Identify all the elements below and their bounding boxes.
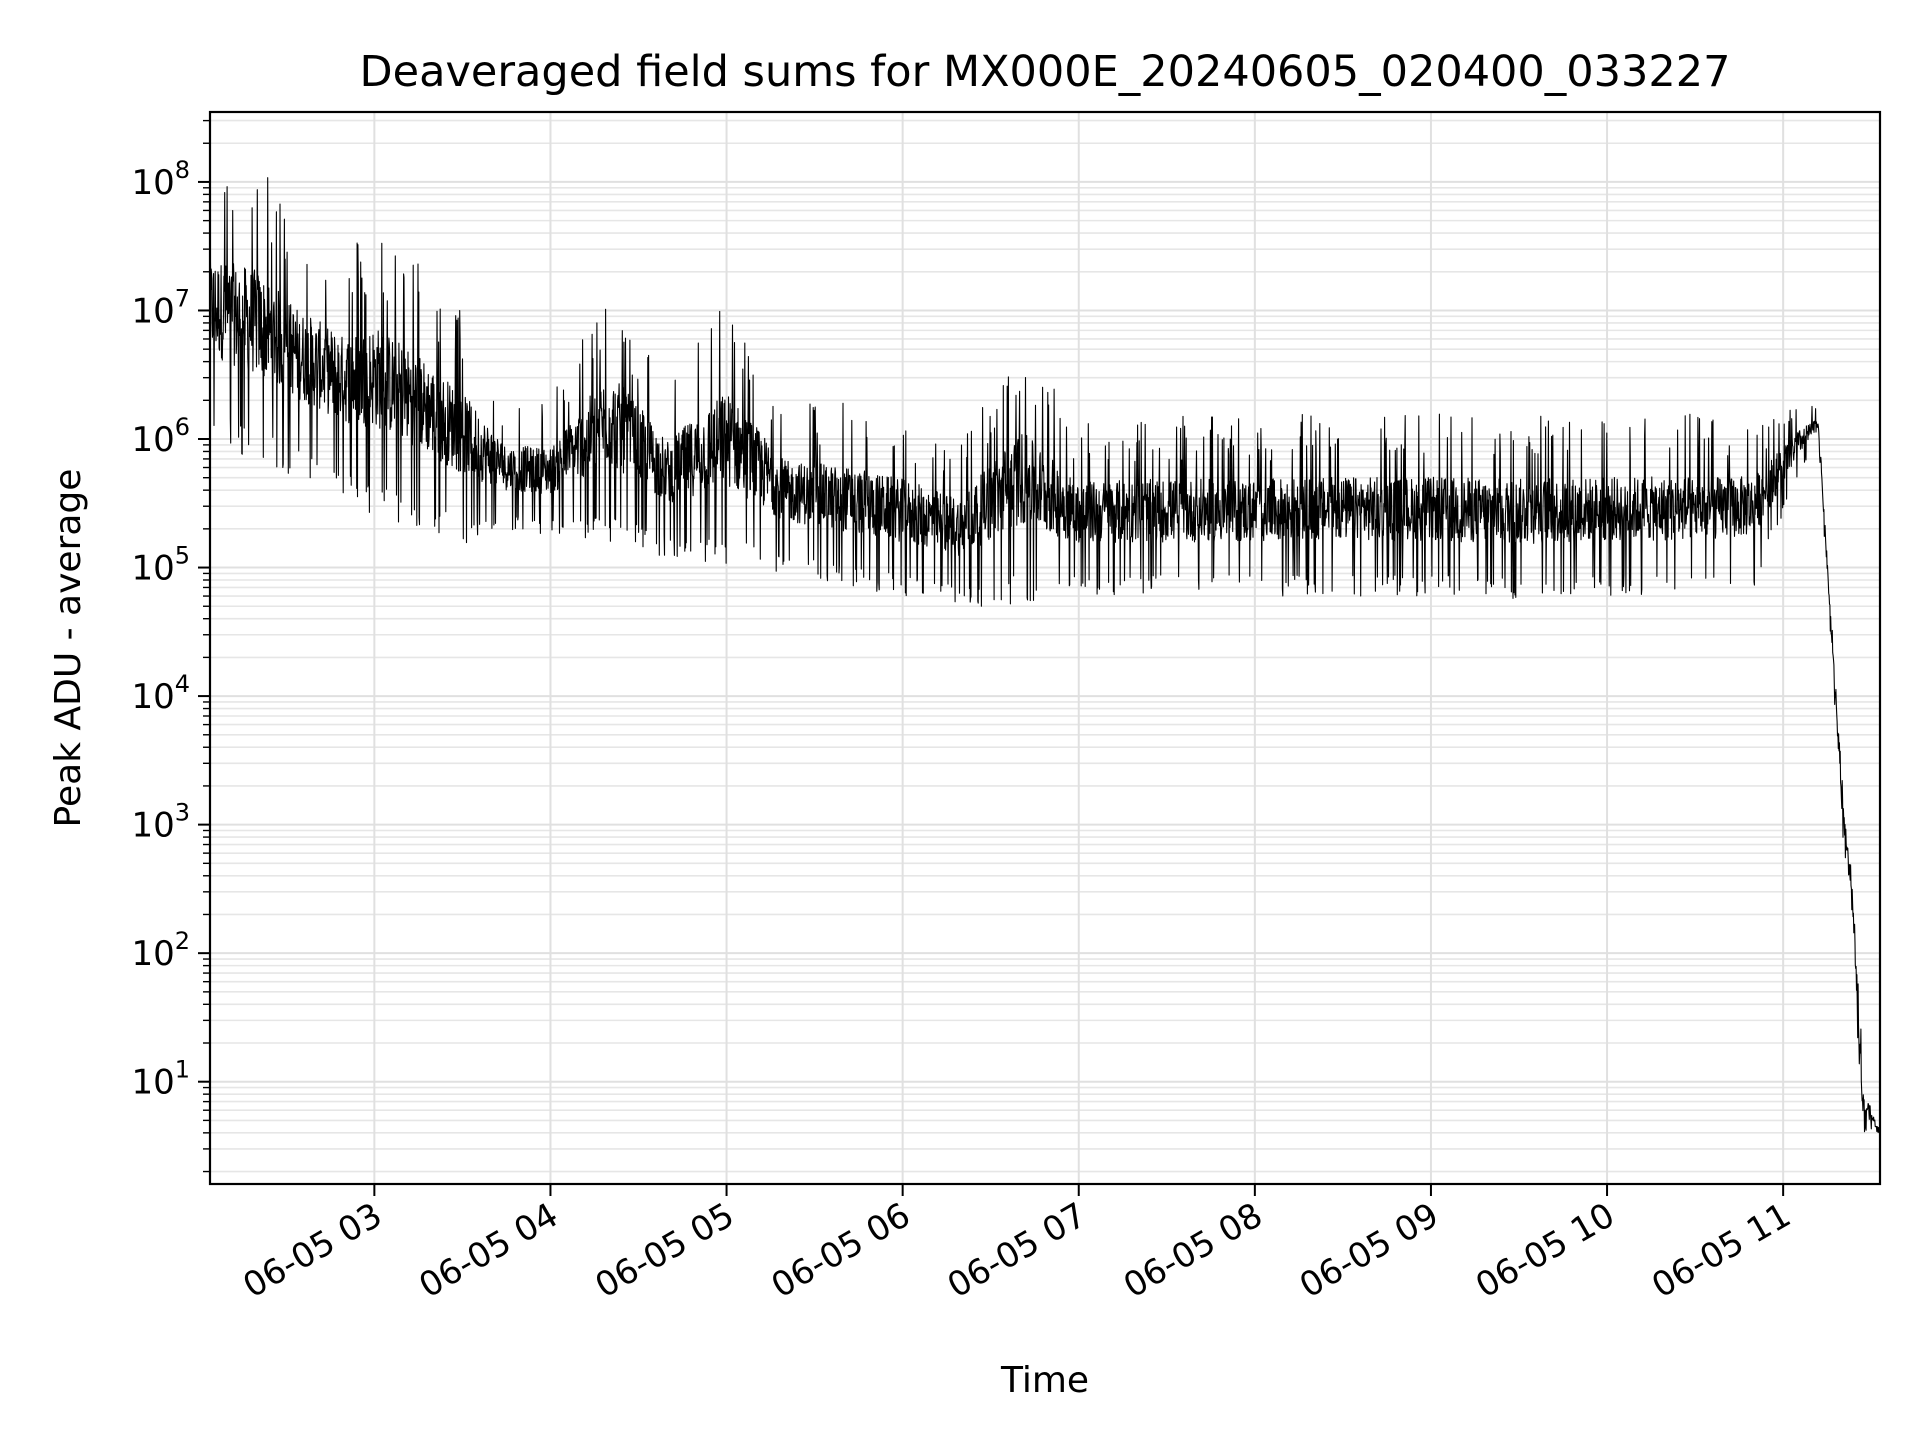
y-tick-label: 104	[131, 670, 190, 717]
y-tick-label: 103	[131, 799, 190, 846]
plot-frame	[208, 110, 1882, 1186]
y-tick-label: 107	[131, 284, 190, 331]
y-tick-label: 105	[131, 542, 190, 589]
y-tick-label: 101	[131, 1056, 190, 1103]
x-axis-label: Time	[1000, 1360, 1089, 1401]
series-line	[209, 177, 1881, 1134]
plot-line-layer	[209, 177, 1881, 1134]
y-axis-label: Peak ADU - average	[48, 469, 89, 828]
chart-title: Deaveraged field sums for MX000E_2024060…	[360, 47, 1731, 97]
y-tick-label: 106	[131, 413, 190, 460]
y-tick-label: 108	[131, 156, 190, 203]
grid-layer	[210, 112, 1880, 1184]
y-axis: 101 102 103 104 105 106 107 108	[131, 119, 210, 1173]
y-tick-label: 102	[131, 927, 190, 974]
